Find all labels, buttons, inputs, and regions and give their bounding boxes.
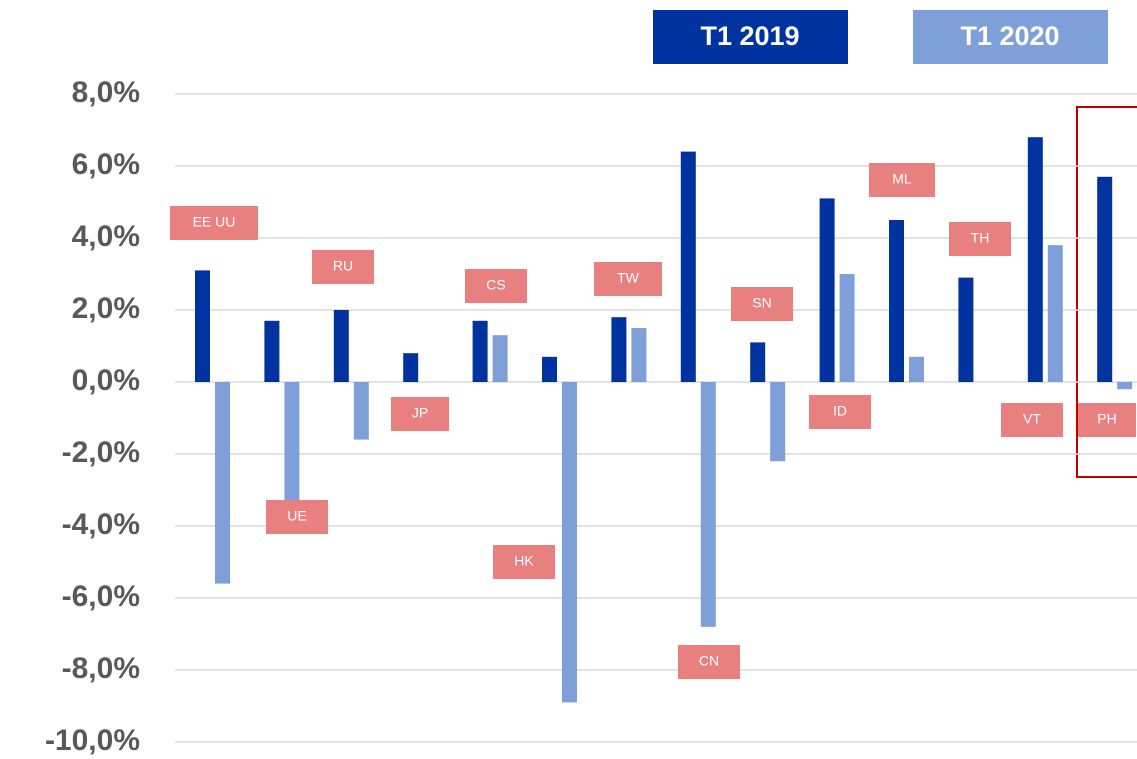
bar bbox=[700, 382, 716, 627]
category-box bbox=[1001, 403, 1063, 437]
category-box bbox=[594, 262, 662, 296]
bar bbox=[492, 335, 508, 382]
category-box bbox=[312, 250, 374, 284]
bar bbox=[680, 151, 696, 382]
category-label: RU bbox=[333, 258, 353, 274]
bar bbox=[611, 317, 627, 382]
category-box bbox=[949, 222, 1011, 256]
bar bbox=[333, 310, 349, 382]
category-box bbox=[391, 397, 449, 431]
y-tick-label: 8,0% bbox=[72, 76, 140, 109]
category-label: VT bbox=[1023, 411, 1041, 427]
bar bbox=[284, 382, 300, 508]
y-tick-label: -8,0% bbox=[62, 652, 140, 685]
category-box bbox=[266, 500, 328, 534]
bar bbox=[542, 356, 557, 382]
y-tick-label: -2,0% bbox=[62, 436, 140, 469]
bar bbox=[1027, 137, 1043, 382]
bar bbox=[1117, 382, 1133, 390]
bar bbox=[353, 382, 369, 440]
category-label: EE UU bbox=[193, 214, 236, 230]
category-box bbox=[731, 287, 793, 321]
y-tick-label: 2,0% bbox=[72, 292, 140, 325]
legend-swatch bbox=[913, 10, 1108, 64]
category-label: UE bbox=[287, 508, 306, 524]
bar bbox=[819, 198, 835, 382]
bar bbox=[839, 274, 855, 382]
y-tick-label: 6,0% bbox=[72, 148, 140, 181]
bar bbox=[889, 220, 904, 382]
legend-label: T1 2020 bbox=[960, 21, 1059, 51]
category-box bbox=[465, 269, 527, 303]
category-box bbox=[170, 206, 258, 240]
y-tick-label: -4,0% bbox=[62, 508, 140, 541]
bar bbox=[631, 328, 647, 382]
bar bbox=[909, 356, 924, 382]
bar bbox=[770, 382, 786, 462]
legend-swatch bbox=[653, 10, 848, 64]
bar bbox=[750, 342, 766, 382]
bar bbox=[562, 382, 577, 703]
bar bbox=[472, 320, 488, 382]
category-label: HK bbox=[514, 553, 534, 569]
category-label: CN bbox=[699, 653, 719, 669]
category-box bbox=[678, 645, 740, 679]
category-label: ID bbox=[833, 403, 847, 419]
category-box bbox=[869, 163, 935, 197]
category-label: ML bbox=[892, 171, 912, 187]
category-label: TW bbox=[617, 270, 640, 286]
category-box bbox=[493, 545, 555, 579]
bar bbox=[264, 320, 280, 382]
category-label: SN bbox=[752, 295, 771, 311]
bar bbox=[1047, 245, 1063, 382]
category-box bbox=[809, 395, 871, 429]
highlight-box bbox=[1076, 106, 1137, 478]
bar bbox=[195, 270, 210, 382]
category-label: JP bbox=[412, 405, 428, 421]
bar bbox=[403, 353, 419, 382]
y-tick-label: -6,0% bbox=[62, 580, 140, 613]
category-label: PH bbox=[1097, 411, 1116, 427]
bar bbox=[958, 277, 974, 382]
y-tick-label: -10,0% bbox=[45, 724, 140, 757]
bar bbox=[1097, 176, 1113, 382]
category-box bbox=[1078, 403, 1136, 437]
y-tick-label: 4,0% bbox=[72, 220, 140, 253]
legend-label: T1 2019 bbox=[700, 21, 799, 51]
category-label: CS bbox=[486, 277, 505, 293]
y-tick-label: 0,0% bbox=[72, 364, 140, 397]
category-label: TH bbox=[971, 230, 990, 246]
bar bbox=[215, 382, 230, 584]
